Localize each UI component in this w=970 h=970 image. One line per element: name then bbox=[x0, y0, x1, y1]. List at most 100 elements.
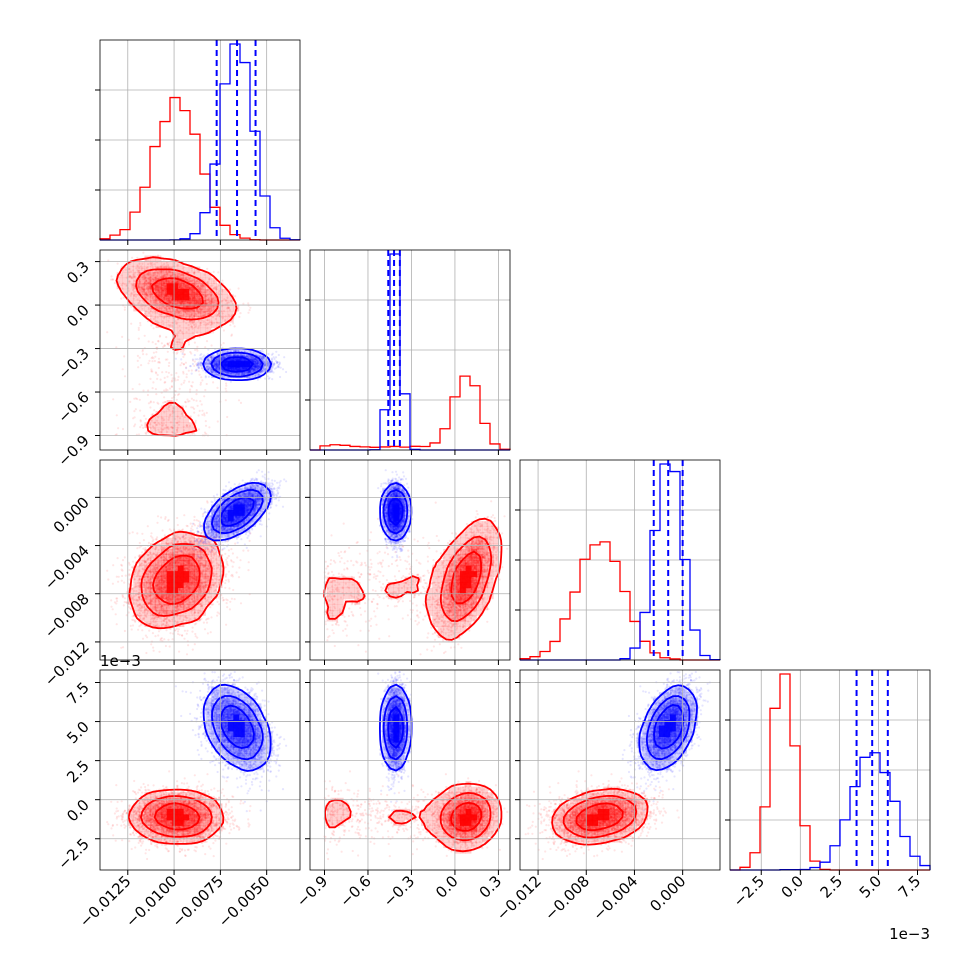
scatter-point bbox=[230, 334, 233, 337]
scatter-point bbox=[144, 293, 147, 296]
scatter-point bbox=[133, 294, 136, 298]
scatter-point bbox=[224, 387, 227, 390]
scatter-point bbox=[163, 396, 166, 399]
scatter-point bbox=[145, 283, 148, 286]
scatter-point bbox=[198, 308, 202, 311]
scatter-point bbox=[166, 273, 169, 276]
scatter-point bbox=[179, 310, 182, 313]
scatter-point bbox=[176, 275, 179, 278]
scatter-point bbox=[209, 307, 212, 310]
scatter-point bbox=[172, 270, 175, 274]
density-cell bbox=[122, 272, 129, 279]
scatter-point bbox=[209, 309, 213, 312]
scatter-point bbox=[139, 289, 142, 292]
density-cell bbox=[133, 266, 140, 273]
density-cell bbox=[183, 266, 190, 273]
scatter-point bbox=[274, 356, 278, 359]
scatter-point bbox=[170, 373, 173, 376]
scatter-point bbox=[159, 265, 162, 268]
scatter-point bbox=[182, 313, 185, 317]
scatter-point bbox=[144, 292, 147, 295]
density-cell bbox=[172, 427, 179, 434]
scatter-point bbox=[218, 322, 221, 325]
scatter-point bbox=[151, 297, 154, 300]
scatter-point bbox=[116, 262, 119, 265]
density-cell bbox=[177, 422, 184, 429]
scatter-point bbox=[153, 263, 156, 266]
scatter-point bbox=[178, 314, 181, 317]
scatter-point bbox=[177, 311, 180, 314]
scatter-point bbox=[146, 288, 150, 292]
scatter-point bbox=[217, 271, 220, 274]
density-cell bbox=[166, 272, 173, 279]
scatter-point bbox=[249, 306, 252, 309]
scatter-point bbox=[169, 270, 172, 273]
scatter-point bbox=[197, 280, 201, 283]
scatter-point bbox=[239, 312, 242, 315]
scatter-point bbox=[195, 308, 198, 311]
density-cell bbox=[122, 283, 129, 290]
scatter-point bbox=[138, 285, 141, 289]
scatter-point bbox=[147, 290, 150, 294]
scatter-point bbox=[147, 263, 150, 266]
scatter-point bbox=[144, 292, 147, 295]
scatter-point bbox=[210, 302, 213, 306]
scatter-point bbox=[222, 342, 225, 345]
scatter-point bbox=[148, 279, 151, 282]
scatter-point bbox=[122, 282, 125, 285]
scatter-point bbox=[138, 383, 141, 386]
scatter-point bbox=[152, 401, 155, 404]
scatter-point bbox=[183, 278, 186, 281]
scatter-point bbox=[201, 288, 204, 291]
scatter-point bbox=[142, 426, 145, 429]
scatter-point bbox=[225, 384, 228, 387]
scatter-point bbox=[181, 267, 184, 270]
scatter-point bbox=[198, 409, 201, 412]
scatter-point bbox=[204, 291, 207, 294]
scatter-point bbox=[190, 397, 193, 400]
scatter-point bbox=[197, 311, 200, 314]
scatter-point bbox=[134, 275, 137, 278]
density-cell bbox=[150, 422, 156, 429]
density-cell bbox=[155, 283, 162, 290]
scatter-point bbox=[160, 271, 163, 274]
scatter-point bbox=[176, 309, 179, 312]
scatter-point bbox=[144, 276, 147, 279]
scatter-point bbox=[134, 271, 137, 274]
scatter-point bbox=[139, 420, 142, 423]
scatter-point bbox=[180, 362, 183, 365]
diagonal-panel-1 bbox=[305, 249, 511, 455]
scatter-point bbox=[237, 399, 241, 402]
scatter-point bbox=[159, 302, 162, 305]
density-cell bbox=[144, 283, 151, 290]
scatter-point bbox=[171, 397, 174, 400]
density-cell bbox=[166, 405, 173, 412]
density-cell bbox=[194, 327, 201, 334]
scatter-point bbox=[200, 284, 203, 287]
scatter-point bbox=[183, 353, 186, 356]
scatter-point bbox=[198, 280, 201, 284]
scatter-point bbox=[174, 311, 177, 314]
scatter-point bbox=[111, 278, 114, 281]
scatter-point bbox=[141, 283, 144, 286]
scatter-point bbox=[206, 318, 209, 322]
density-cell bbox=[177, 288, 184, 295]
density-cell bbox=[144, 288, 151, 295]
scatter-point bbox=[194, 326, 197, 329]
scatter-point bbox=[221, 288, 224, 291]
scatter-point bbox=[147, 389, 150, 392]
scatter-point bbox=[191, 327, 194, 330]
scatter-point bbox=[190, 311, 193, 314]
scatter-point bbox=[147, 306, 150, 309]
density-cell bbox=[161, 294, 167, 301]
density-cell bbox=[177, 338, 184, 345]
scatter-point bbox=[137, 282, 140, 285]
density-cell bbox=[122, 277, 129, 284]
scatter-point bbox=[165, 336, 168, 339]
scatter-point bbox=[143, 281, 146, 284]
scatter-point bbox=[136, 273, 140, 276]
scatter-point bbox=[143, 301, 146, 304]
density-cell bbox=[144, 305, 151, 312]
scatter-point bbox=[142, 290, 145, 294]
scatter-point bbox=[137, 284, 140, 287]
